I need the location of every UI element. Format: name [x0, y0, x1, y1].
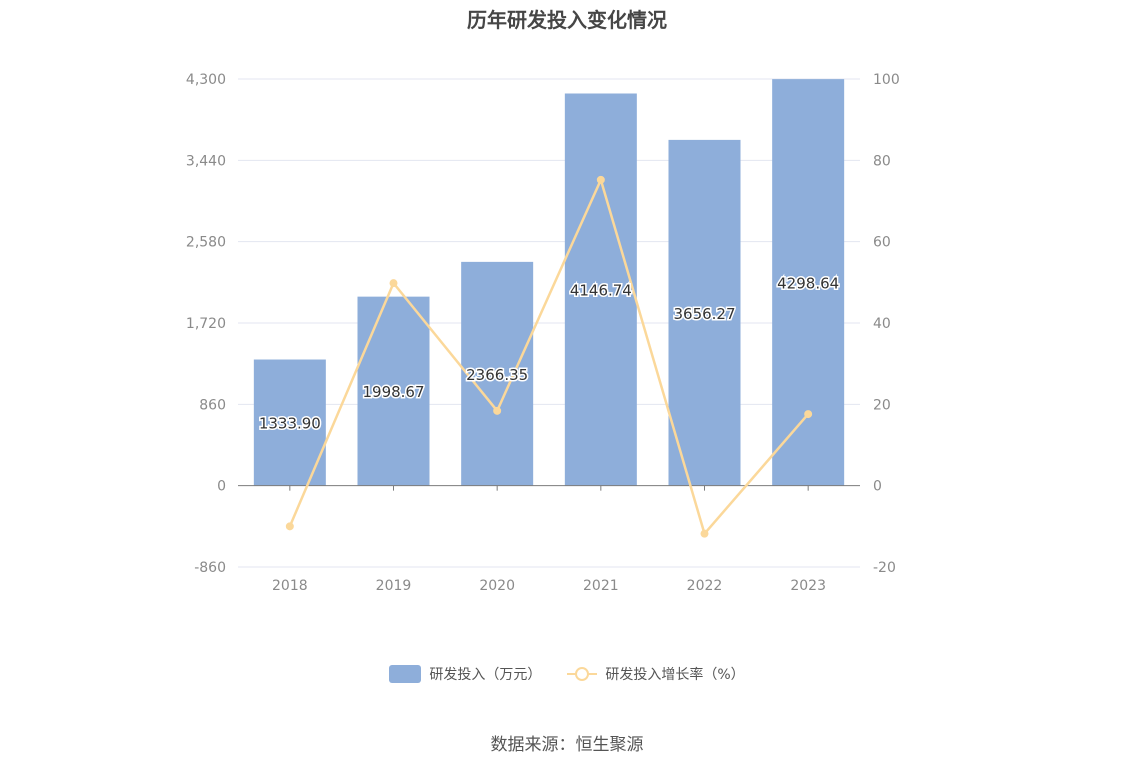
bar: [357, 296, 430, 486]
y-right-tick-label: 80: [873, 153, 891, 169]
bar: [253, 359, 326, 486]
legend-label-rd-investment: 研发投入（万元）: [429, 667, 542, 683]
y-right-tick-label: -20: [873, 560, 896, 576]
growth-rate-point: [804, 410, 813, 419]
bar: [668, 139, 741, 486]
growth-rate-point: [285, 522, 294, 531]
bar-data-label: 1333.90: [259, 415, 321, 433]
bar-data-label: 4298.64: [777, 274, 839, 292]
x-tick-label: 2018: [272, 578, 308, 594]
x-tick-label: 2021: [583, 578, 619, 594]
bar: [564, 93, 637, 486]
bar-data-label: 3656.27: [673, 305, 735, 323]
growth-rate-point: [700, 529, 709, 538]
legend-line-swatch: [567, 665, 598, 683]
y-right-tick-label: 60: [873, 235, 891, 251]
data-source: 数据来源：恒生聚源: [490, 735, 644, 755]
legend-bar-swatch: [389, 665, 422, 683]
growth-rate-line: [288, 176, 810, 537]
legend: 研发投入（万元） 研发投入增长率（%）: [0, 664, 1134, 684]
y-left-tick-label: 860: [199, 397, 226, 413]
legend-item-growth-rate[interactable]: 研发投入增长率（%）: [567, 664, 745, 684]
bar-data-label: 4146.74: [570, 282, 632, 300]
y-right-tick-label: 0: [873, 479, 882, 495]
growth-rate-point: [389, 279, 398, 288]
y-left-tick-label: 0: [217, 479, 226, 495]
y-right-tick-label: 20: [873, 397, 891, 413]
y-left-tick-label: -860: [194, 560, 226, 576]
bar-data-label: 1998.67: [362, 383, 424, 401]
x-tick-label: 2022: [687, 578, 723, 594]
x-tick-label: 2020: [479, 578, 515, 594]
y-left-tick-label: 4,300: [186, 72, 226, 88]
legend-label-growth-rate: 研发投入增长率（%）: [605, 667, 745, 683]
y-left-tick-label: 1,720: [186, 316, 226, 332]
y-left-tick-label: 3,440: [186, 153, 226, 169]
chart-title: 历年研发投入变化情况: [467, 8, 667, 32]
x-tick-label: 2019: [376, 578, 412, 594]
bar: [461, 261, 534, 486]
y-left-tick-label: 2,580: [186, 235, 226, 251]
x-tick-label: 2023: [790, 578, 826, 594]
y-right-tick-label: 100: [873, 72, 900, 88]
growth-rate-point: [493, 406, 502, 415]
growth-rate-point: [596, 175, 605, 184]
legend-item-rd-investment[interactable]: 研发投入（万元）: [389, 664, 541, 684]
bar-data-label: 2366.35: [466, 366, 528, 384]
y-right-tick-label: 40: [873, 316, 891, 332]
